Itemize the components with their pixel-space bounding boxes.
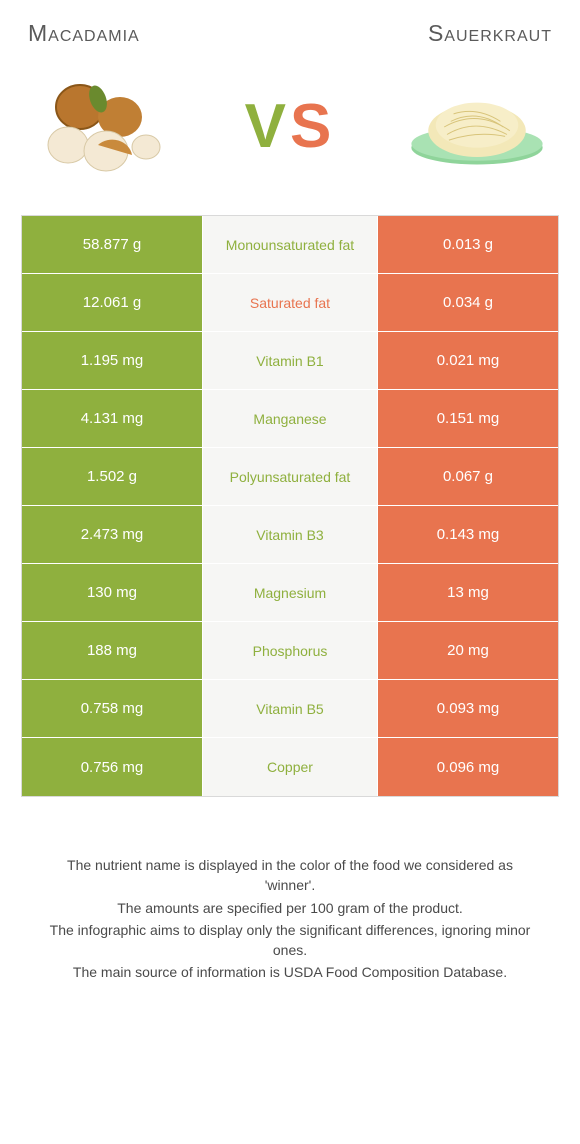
table-row: 2.473 mgVitamin B30.143 mg	[22, 506, 558, 564]
right-value: 13 mg	[378, 564, 558, 621]
left-value: 0.758 mg	[22, 680, 202, 737]
nutrient-label: Vitamin B5	[202, 680, 378, 737]
right-value: 0.093 mg	[378, 680, 558, 737]
footer-line: The infographic aims to display only the…	[46, 920, 534, 961]
nutrient-label: Manganese	[202, 390, 378, 447]
table-row: 58.877 gMonounsaturated fat0.013 g	[22, 216, 558, 274]
nutrient-label: Magnesium	[202, 564, 378, 621]
table-row: 130 mgMagnesium13 mg	[22, 564, 558, 622]
right-value: 20 mg	[378, 622, 558, 679]
right-value: 0.034 g	[378, 274, 558, 331]
left-value: 4.131 mg	[22, 390, 202, 447]
footer-line: The main source of information is USDA F…	[46, 962, 534, 982]
left-value: 0.756 mg	[22, 738, 202, 796]
nutrient-label: Saturated fat	[202, 274, 378, 331]
right-food-image	[402, 77, 552, 177]
table-row: 0.756 mgCopper0.096 mg	[22, 738, 558, 796]
left-food-image	[28, 77, 178, 177]
left-value: 1.502 g	[22, 448, 202, 505]
left-value: 188 mg	[22, 622, 202, 679]
left-value: 1.195 mg	[22, 332, 202, 389]
table-row: 12.061 gSaturated fat0.034 g	[22, 274, 558, 332]
nutrient-label: Copper	[202, 738, 378, 796]
nutrient-label: Vitamin B3	[202, 506, 378, 563]
right-value: 0.151 mg	[378, 390, 558, 447]
footer-notes: The nutrient name is displayed in the co…	[18, 797, 562, 983]
vs-s: S	[290, 96, 335, 158]
table-row: 4.131 mgManganese0.151 mg	[22, 390, 558, 448]
left-food-title: Macadamia	[28, 20, 140, 47]
nutrient-label: Phosphorus	[202, 622, 378, 679]
footer-line: The amounts are specified per 100 gram o…	[46, 898, 534, 918]
footer-line: The nutrient name is displayed in the co…	[46, 855, 534, 896]
table-row: 0.758 mgVitamin B50.093 mg	[22, 680, 558, 738]
left-value: 58.877 g	[22, 216, 202, 273]
right-value: 0.096 mg	[378, 738, 558, 796]
header: Macadamia Sauerkraut	[18, 20, 562, 77]
comparison-table: 58.877 gMonounsaturated fat0.013 g12.061…	[21, 215, 559, 797]
right-value: 0.067 g	[378, 448, 558, 505]
right-value: 0.143 mg	[378, 506, 558, 563]
right-food-title: Sauerkraut	[428, 20, 552, 47]
table-row: 1.502 gPolyunsaturated fat0.067 g	[22, 448, 558, 506]
left-value: 130 mg	[22, 564, 202, 621]
right-value: 0.013 g	[378, 216, 558, 273]
left-value: 2.473 mg	[22, 506, 202, 563]
table-row: 188 mgPhosphorus20 mg	[22, 622, 558, 680]
vs-label: VS	[245, 96, 336, 158]
nutrient-label: Monounsaturated fat	[202, 216, 378, 273]
left-value: 12.061 g	[22, 274, 202, 331]
vs-row: VS	[18, 77, 562, 215]
table-row: 1.195 mgVitamin B10.021 mg	[22, 332, 558, 390]
nutrient-label: Vitamin B1	[202, 332, 378, 389]
nutrient-label: Polyunsaturated fat	[202, 448, 378, 505]
right-value: 0.021 mg	[378, 332, 558, 389]
vs-v: V	[245, 96, 290, 158]
